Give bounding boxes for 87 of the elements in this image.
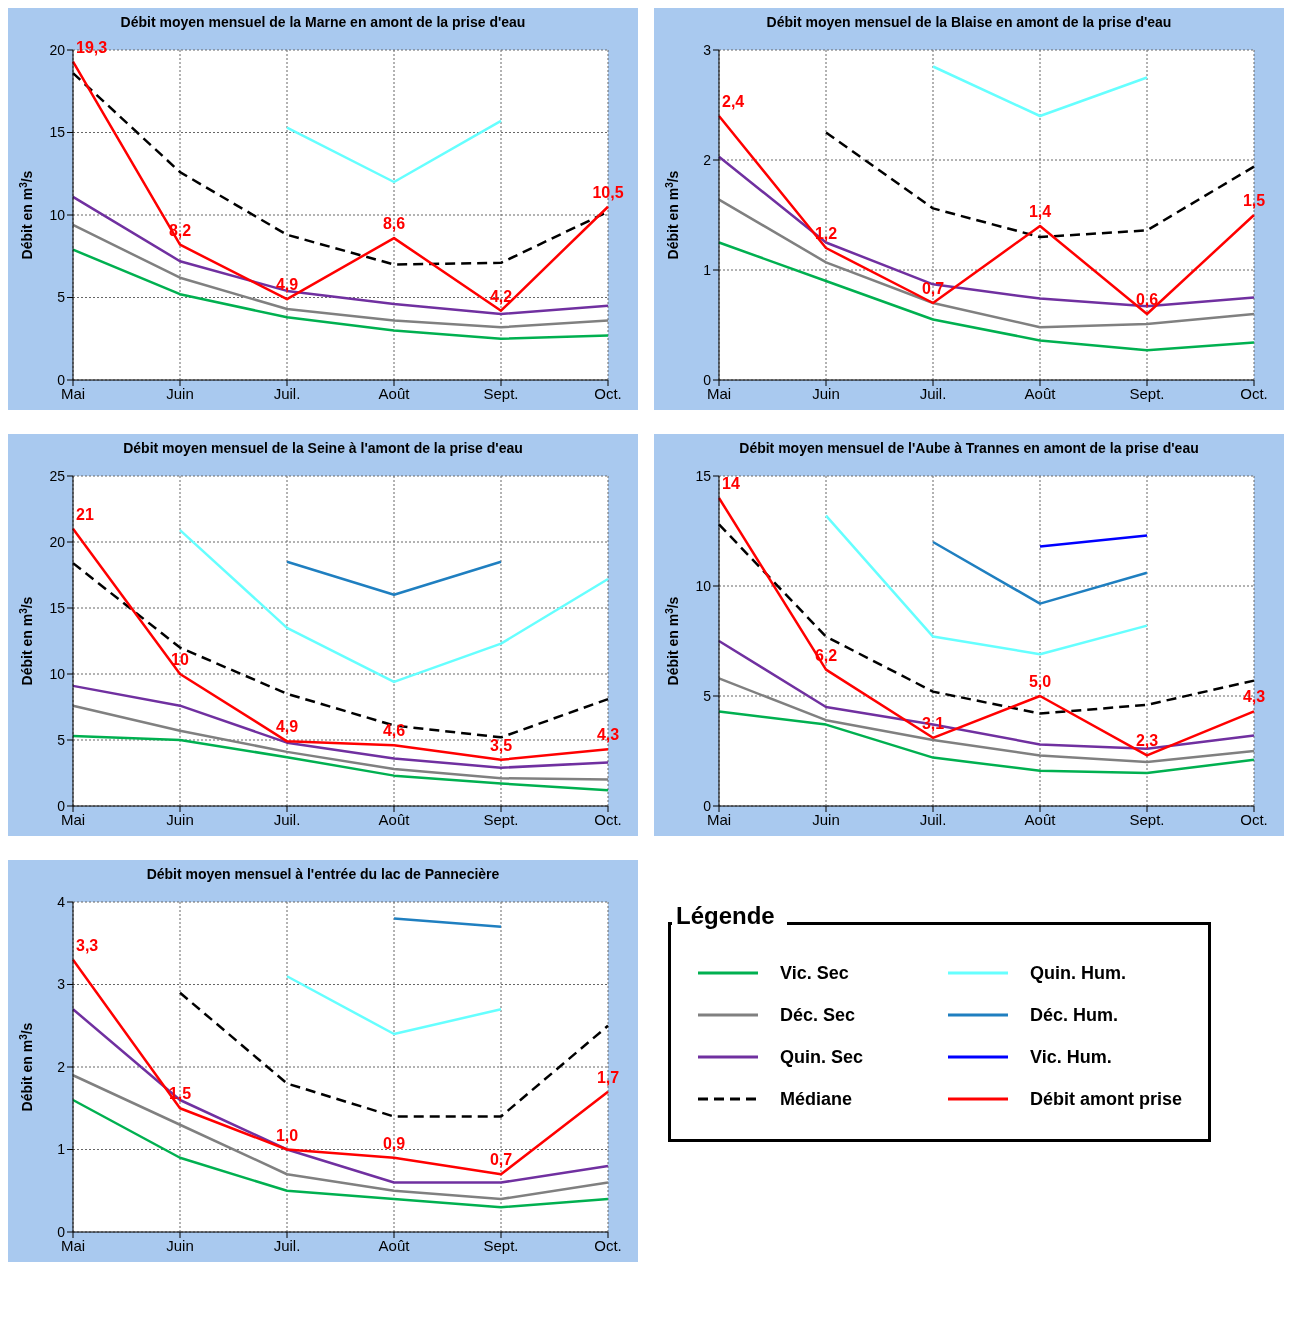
data-label: 1,0 xyxy=(275,1126,299,1144)
data-label: 0,6 xyxy=(1135,291,1159,308)
x-tick-label: Juin xyxy=(812,810,840,828)
x-tick-label: Oct. xyxy=(594,384,622,402)
legend-label: Vic. Sec xyxy=(780,962,849,984)
data-label: 1,4 xyxy=(1028,203,1052,220)
legend-label: Quin. Hum. xyxy=(1030,962,1126,984)
data-label: 4,3 xyxy=(596,726,620,744)
y-tick-label: 15 xyxy=(49,599,66,616)
y-tick-label: 3 xyxy=(57,976,66,993)
y-tick-label: 1 xyxy=(57,1141,66,1158)
line-series xyxy=(717,710,1256,775)
legend-label: Déc. Sec xyxy=(780,1004,856,1026)
y-tick-label: 2 xyxy=(57,1058,66,1075)
x-tick-label: Août xyxy=(378,384,411,402)
x-tick-label: Oct. xyxy=(594,810,622,828)
y-tick-label: 5 xyxy=(703,687,712,704)
data-label: 0,7 xyxy=(921,280,945,297)
data-label: 3,3 xyxy=(76,936,99,954)
x-tick-label: Juil. xyxy=(273,384,301,402)
y-tick-label: 1 xyxy=(703,261,712,278)
legend-title: Légende xyxy=(672,902,787,930)
y-tick-label: 3 xyxy=(703,41,712,58)
data-label: 4,6 xyxy=(382,722,406,740)
data-label: 1,7 xyxy=(596,1068,620,1086)
x-tick-label: Juil. xyxy=(273,810,301,828)
data-label: 0,9 xyxy=(382,1134,406,1152)
x-tick-label: Juil. xyxy=(919,384,947,402)
x-tick-label: Juil. xyxy=(273,1236,301,1254)
y-tick-label: 20 xyxy=(49,533,66,550)
y-tick-label: 20 xyxy=(49,41,66,58)
legend-label: Médiane xyxy=(780,1088,853,1110)
data-label: 3,5 xyxy=(489,736,513,754)
x-tick-label: Oct. xyxy=(594,1236,622,1254)
y-tick-label: 10 xyxy=(49,665,66,682)
data-label: 4,9 xyxy=(275,276,299,294)
data-label: 0,7 xyxy=(489,1151,513,1169)
x-tick-label: Juin xyxy=(812,384,840,402)
x-tick-label: Sept. xyxy=(483,384,519,402)
data-label: 21 xyxy=(76,505,94,523)
x-tick-label: Oct. xyxy=(1240,384,1268,402)
x-tick-label: Sept. xyxy=(483,1236,519,1254)
data-label: 19,3 xyxy=(76,38,108,56)
y-tick-label: 5 xyxy=(57,731,66,748)
data-label: 8,6 xyxy=(382,215,406,233)
data-label: 4,2 xyxy=(489,287,513,305)
data-label: 10 xyxy=(171,651,189,668)
data-label: 4,9 xyxy=(275,718,299,736)
legend-label: Quin. Sec xyxy=(780,1046,864,1068)
x-tick-label: Sept. xyxy=(483,810,519,828)
line-series xyxy=(71,248,610,340)
y-tick-label: 15 xyxy=(49,124,66,141)
x-tick-label: Sept. xyxy=(1129,810,1165,828)
y-tick-label: 25 xyxy=(49,467,66,484)
data-label: 1,2 xyxy=(814,225,838,242)
x-tick-label: Juin xyxy=(166,384,194,402)
x-tick-label: Oct. xyxy=(1240,810,1268,828)
data-label: 1,5 xyxy=(1242,192,1266,209)
legend-label: Vic. Hum. xyxy=(1030,1046,1112,1068)
y-tick-label: 2 xyxy=(703,151,712,168)
data-label: 14 xyxy=(722,475,740,492)
chart-title: Débit moyen mensuel à l'entrée du lac de Pannecière xyxy=(145,866,501,884)
x-tick-label: Août xyxy=(378,1236,411,1254)
x-tick-label: Août xyxy=(1024,384,1057,402)
chart-title: Débit moyen mensuel de la Blaise en amont de la prise d'eau xyxy=(765,14,1173,32)
x-tick-label: Juil. xyxy=(919,810,947,828)
y-tick-label: 5 xyxy=(57,289,66,306)
x-tick-label: Juin xyxy=(166,1236,194,1254)
x-tick-label: Juin xyxy=(166,810,194,828)
data-label: 2,4 xyxy=(722,93,745,110)
x-tick-label: Sept. xyxy=(1129,384,1165,402)
data-label: 2,3 xyxy=(1135,732,1159,750)
chart-title: Débit moyen mensuel de l'Aube à Trannes en amont de la prise d'eau xyxy=(738,440,1200,458)
line-series xyxy=(717,241,1256,352)
y-tick-label: 10 xyxy=(49,206,66,223)
data-label: 10,5 xyxy=(592,183,624,201)
x-tick-label: Août xyxy=(1024,810,1057,828)
data-label: 5,0 xyxy=(1028,673,1052,690)
y-tick-label: 4 xyxy=(57,893,66,910)
y-tick-label: 10 xyxy=(695,577,712,594)
chart-title: Débit moyen mensuel de la Marne en amont de la prise d'eau xyxy=(119,14,527,32)
x-tick-label: Août xyxy=(378,810,411,828)
chart-title: Débit moyen mensuel de la Seine à l'amont de la prise d'eau xyxy=(122,440,524,458)
legend-label: Déc. Hum. xyxy=(1030,1004,1119,1026)
y-tick-label: 15 xyxy=(695,467,712,484)
legend-label: Débit amont prise xyxy=(1030,1088,1183,1110)
data-label: 4,3 xyxy=(1242,688,1266,706)
